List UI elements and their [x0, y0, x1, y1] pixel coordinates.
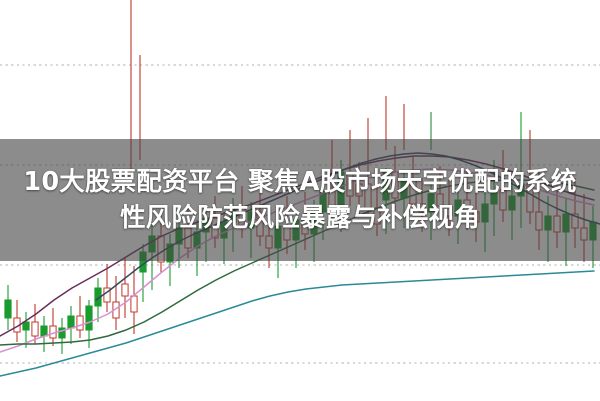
- candlestick: [121, 258, 129, 318]
- candlestick: [4, 285, 12, 330]
- candle-body: [76, 315, 84, 331]
- page-title: 10大股票配资平台 聚焦A股市场天宇优配的系统性风险防范风险暴露与补偿视角: [23, 166, 577, 233]
- candle-body: [85, 305, 93, 331]
- candlestick: [31, 304, 39, 344]
- headline-overlay-band: [0, 139, 600, 261]
- candlestick: [40, 316, 48, 352]
- candlestick: [130, 266, 138, 334]
- candle-body: [130, 295, 138, 313]
- candle-body: [4, 299, 12, 319]
- candlestick: [13, 300, 21, 342]
- candlestick: [49, 308, 57, 346]
- candle-body: [67, 315, 75, 329]
- candlestick: [67, 306, 75, 344]
- candle-body: [31, 321, 39, 337]
- candle-body: [58, 327, 66, 339]
- candlestick: [22, 312, 30, 348]
- ma-line: [0, 270, 595, 377]
- candlestick: [58, 318, 66, 354]
- candlestick: [76, 296, 84, 338]
- candle-body: [121, 283, 129, 297]
- candle-body: [40, 325, 48, 337]
- candle-body: [22, 321, 30, 331]
- headline-container: 10大股票配资平台 聚焦A股市场天宇优配的系统性风险防范风险暴露与补偿视角: [0, 139, 600, 261]
- candlestick: [103, 264, 111, 312]
